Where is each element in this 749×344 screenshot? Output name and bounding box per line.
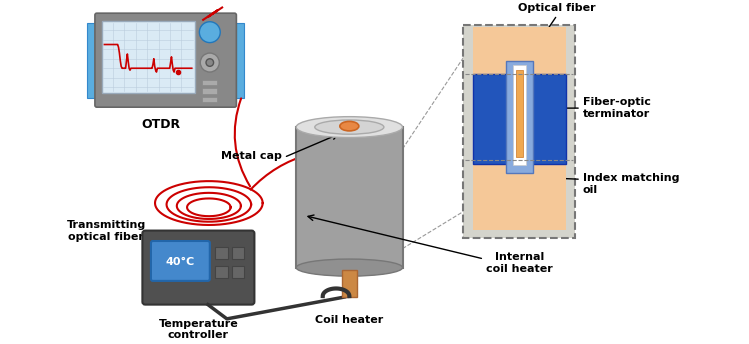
- FancyBboxPatch shape: [142, 230, 255, 305]
- Ellipse shape: [315, 120, 384, 134]
- FancyBboxPatch shape: [95, 13, 237, 107]
- Text: Internal
coil heater: Internal coil heater: [486, 252, 553, 274]
- Bar: [473, 160, 565, 230]
- Bar: [464, 24, 575, 238]
- Bar: [296, 127, 402, 268]
- Text: Transmitting
optical fiber: Transmitting optical fiber: [67, 220, 146, 242]
- Bar: [202, 79, 217, 85]
- Bar: [231, 266, 244, 278]
- Bar: [102, 21, 195, 93]
- Bar: [506, 61, 533, 173]
- Bar: [516, 70, 523, 158]
- Text: OTDR: OTDR: [142, 118, 181, 131]
- Bar: [216, 247, 228, 259]
- Bar: [473, 28, 565, 77]
- Ellipse shape: [340, 121, 359, 131]
- Bar: [342, 270, 357, 297]
- Ellipse shape: [296, 117, 402, 138]
- Ellipse shape: [296, 259, 402, 276]
- Bar: [202, 88, 217, 94]
- Text: 40°C: 40°C: [166, 257, 195, 267]
- Bar: [202, 97, 217, 103]
- Bar: [216, 266, 228, 278]
- Circle shape: [200, 53, 219, 72]
- Bar: [88, 23, 97, 98]
- Circle shape: [206, 59, 213, 66]
- Text: Fiber-optic
terminator: Fiber-optic terminator: [583, 97, 651, 119]
- Text: Metal cap: Metal cap: [221, 151, 282, 161]
- Text: Coil heater: Coil heater: [315, 315, 383, 325]
- Text: Index matching
oil: Index matching oil: [583, 173, 679, 195]
- Circle shape: [199, 22, 220, 43]
- Text: Optical fiber: Optical fiber: [518, 3, 596, 13]
- Bar: [231, 247, 244, 259]
- FancyBboxPatch shape: [151, 241, 210, 281]
- Bar: [473, 74, 565, 164]
- Text: Temperature
controller: Temperature controller: [159, 319, 238, 341]
- Bar: [512, 65, 526, 165]
- Bar: [234, 23, 244, 98]
